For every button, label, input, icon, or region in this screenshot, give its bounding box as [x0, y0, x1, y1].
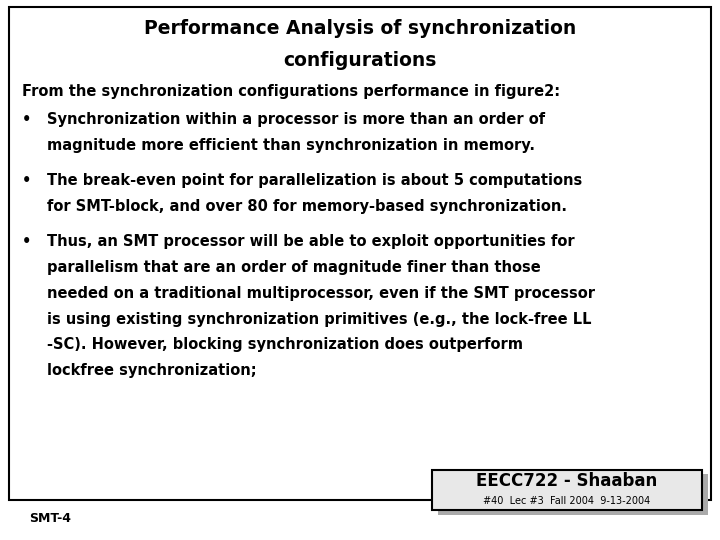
- Text: configurations: configurations: [283, 51, 437, 70]
- Text: The break-even point for parallelization is about 5 computations: The break-even point for parallelization…: [47, 173, 582, 188]
- Text: SMT-4: SMT-4: [29, 512, 71, 525]
- Text: EECC722 - Shaaban: EECC722 - Shaaban: [477, 472, 657, 490]
- Text: lockfree synchronization;: lockfree synchronization;: [47, 363, 256, 379]
- Text: Performance Analysis of synchronization: Performance Analysis of synchronization: [144, 19, 576, 38]
- Text: •: •: [22, 112, 31, 127]
- Text: Thus, an SMT processor will be able to exploit opportunities for: Thus, an SMT processor will be able to e…: [47, 234, 575, 249]
- FancyBboxPatch shape: [9, 7, 711, 500]
- Text: #40  Lec #3  Fall 2004  9-13-2004: #40 Lec #3 Fall 2004 9-13-2004: [483, 496, 651, 507]
- FancyBboxPatch shape: [438, 474, 708, 515]
- Text: for SMT-block, and over 80 for memory-based synchronization.: for SMT-block, and over 80 for memory-ba…: [47, 199, 567, 214]
- Text: From the synchronization configurations performance in figure2:: From the synchronization configurations …: [22, 84, 559, 99]
- Text: •: •: [22, 234, 31, 249]
- Text: Synchronization within a processor is more than an order of: Synchronization within a processor is mo…: [47, 112, 545, 127]
- Text: magnitude more efficient than synchronization in memory.: magnitude more efficient than synchroniz…: [47, 138, 535, 153]
- FancyBboxPatch shape: [432, 470, 702, 510]
- Text: needed on a traditional multiprocessor, even if the SMT processor: needed on a traditional multiprocessor, …: [47, 286, 595, 301]
- Text: is using existing synchronization primitives (e.g., the lock-free LL: is using existing synchronization primit…: [47, 312, 591, 327]
- Text: parallelism that are an order of magnitude finer than those: parallelism that are an order of magnitu…: [47, 260, 541, 275]
- Text: •: •: [22, 173, 31, 188]
- Text: -SC). However, blocking synchronization does outperform: -SC). However, blocking synchronization …: [47, 338, 523, 353]
